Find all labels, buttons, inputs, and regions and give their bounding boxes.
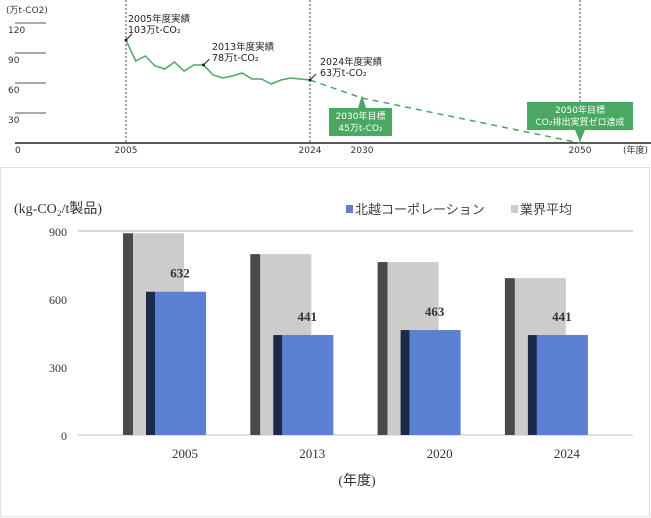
target-callout [527, 102, 633, 130]
industry-bar-side [377, 262, 388, 435]
company-bar [409, 330, 461, 435]
annotation-value: 103万t-CO₂ [128, 25, 181, 36]
y-tick-label: 30 [8, 116, 20, 126]
x-axis-label: (年度) [623, 144, 648, 156]
callout-value: 45万t-CO₂ [338, 124, 383, 134]
annotation-leader [203, 58, 210, 66]
annotation-leader [125, 33, 133, 41]
emissions-trend-chart: (万t-CO2) 0 30 60 90 120 2005 2024 2030 2050 (年度) 20… [6, 0, 651, 156]
company-bar [536, 335, 588, 435]
data-label: 463 [425, 304, 445, 319]
callout-title: 2030年目標 [336, 110, 386, 122]
x-tick-label: 2005 [172, 446, 198, 461]
callout-title: 2050年目標 [555, 104, 605, 116]
series-line-solid [125, 39, 311, 85]
company-bar-side [146, 291, 155, 435]
y-tick-label: 0 [15, 146, 21, 156]
y-tick-label: 120 [8, 26, 25, 36]
y-tick-label: 0 [61, 429, 67, 443]
y-axis-label: (kg-CO₂/t製品) [14, 201, 102, 217]
x-tick-label: 2020 [427, 446, 453, 461]
legend-swatch [511, 205, 518, 213]
x-tick-label: 2030 [351, 146, 374, 156]
y-tick-label: 90 [8, 56, 20, 66]
industry-bar-side [123, 233, 133, 435]
data-label: 632 [170, 266, 190, 281]
legend-label: 北越コーポレーション [355, 203, 485, 218]
company-bar [155, 291, 206, 435]
y-tick-label: 300 [49, 361, 67, 375]
x-tick-label: 2050 [569, 146, 592, 156]
data-label: 441 [552, 309, 572, 324]
company-bar-side [273, 335, 283, 435]
y-tick-label: 600 [49, 293, 67, 307]
y-axis-label: (万t-CO2) [6, 6, 48, 16]
y-tick-label: 900 [49, 225, 67, 239]
x-tick-label: 2024 [554, 446, 581, 461]
x-tick-label: 2005 [115, 146, 138, 156]
annotation-title: 2024年度実績 [320, 56, 383, 68]
data-label: 441 [298, 309, 318, 324]
y-tick-label: 60 [8, 86, 20, 96]
x-tick-label: 2013 [299, 446, 325, 461]
annotation-leader [309, 73, 317, 81]
annotation-value: 63万t-CO₂ [320, 68, 367, 79]
callout-pointer [575, 130, 585, 142]
x-axis-label: (年度) [338, 473, 376, 489]
chart-frame [0, 167, 650, 517]
legend-label: 業界平均 [520, 202, 572, 218]
annotation-title: 2013年度実績 [212, 41, 275, 53]
annotation-value: 78万t-CO₂ [212, 53, 259, 64]
callout-pointer [358, 95, 366, 108]
company-bar-side [527, 335, 537, 435]
industry-bar-side [504, 278, 515, 435]
x-tick-label: 2024 [299, 146, 322, 156]
callout-value: CO₂排出実質ゼロ達成 [536, 116, 625, 128]
industry-bar-side [250, 254, 261, 435]
target-callout [329, 108, 392, 136]
company-bar [282, 335, 334, 435]
annotation-title: 2005年度実績 [128, 13, 191, 25]
company-bar-side [400, 330, 410, 435]
legend-swatch [346, 205, 353, 213]
